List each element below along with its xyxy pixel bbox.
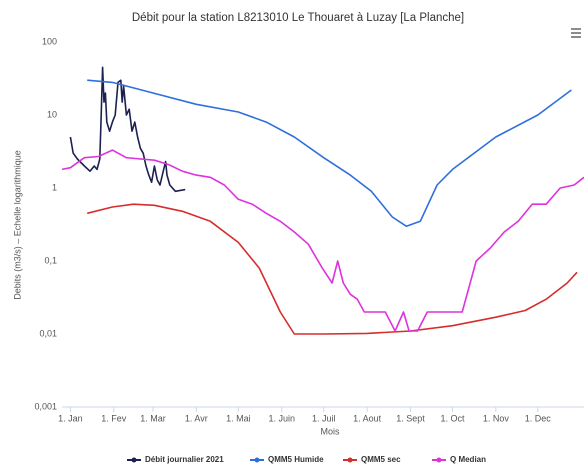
legend-swatch-dot xyxy=(131,457,137,463)
legend-label: Q Median xyxy=(450,455,486,464)
x-tick-label: 1. Juin xyxy=(268,413,295,423)
x-tick-label: 1. Oct xyxy=(440,413,465,423)
menu-button[interactable] xyxy=(568,26,582,40)
x-tick-label: 1. Fev xyxy=(101,413,127,423)
y-tick-label: 100 xyxy=(42,36,57,46)
series-line xyxy=(61,149,584,332)
series-line xyxy=(87,79,572,227)
legend-label: QMM5 sec xyxy=(361,455,401,464)
legend-label: QMM5 Humide xyxy=(268,455,324,464)
x-tick-label: 1. Mar xyxy=(140,413,166,423)
x-tick-label: 1. Avr xyxy=(185,413,208,423)
x-tick-label: 1. Mai xyxy=(226,413,251,423)
chart-title: Débit pour la station L8213010 Le Thouar… xyxy=(132,12,464,24)
legend-swatch-dot xyxy=(347,457,353,463)
y-tick-label: 10 xyxy=(47,109,57,119)
y-axis-title: Debits (m3/s) – Echelle logarithmique xyxy=(12,150,22,300)
x-axis-title: Mois xyxy=(320,426,340,436)
legend-swatch-dot xyxy=(436,457,442,463)
legend-label: Débit journalier 2021 xyxy=(145,455,224,464)
x-tick-label: 1. Juil xyxy=(312,413,336,423)
x-tick-label: 1. Nov xyxy=(483,413,510,423)
y-tick-label: 0,01 xyxy=(39,328,57,338)
y-tick-label: 0,1 xyxy=(44,255,57,265)
y-tick-label: 1 xyxy=(52,182,57,192)
series-line xyxy=(87,203,578,335)
x-tick-label: 1. Aout xyxy=(353,413,382,423)
legend-swatch-dot xyxy=(254,457,260,463)
x-tick-label: 1. Jan xyxy=(58,413,83,423)
x-tick-label: 1. Sept xyxy=(396,413,425,423)
y-tick-label: 0,001 xyxy=(34,401,57,411)
x-tick-label: 1. Dec xyxy=(525,413,552,423)
